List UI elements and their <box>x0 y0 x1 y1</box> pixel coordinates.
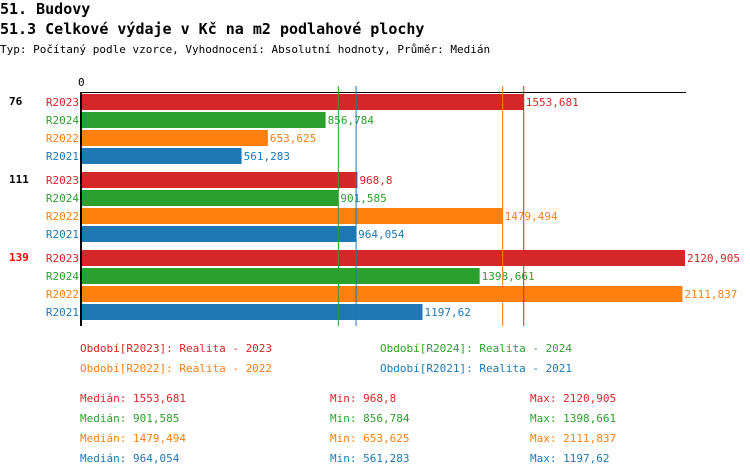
bar-value-label: 1398,661 <box>482 270 535 283</box>
bar <box>82 226 357 242</box>
bar <box>82 250 685 266</box>
group-label: 76 <box>9 95 23 108</box>
stat-min: Min: 968,8 <box>330 392 396 405</box>
stat-min: Min: 653,625 <box>330 432 409 445</box>
bar <box>82 286 683 302</box>
stat-min: Min: 561,283 <box>330 452 409 465</box>
bar-value-label: 2111,837 <box>684 288 737 301</box>
bar-series-label: R2022 <box>46 288 79 301</box>
bar <box>82 130 268 146</box>
bar-series-label: R2023 <box>46 252 79 265</box>
legend-item: Období[R2024]: Realita - 2024 <box>380 342 572 355</box>
bar <box>82 172 358 188</box>
bar-series-label: R2021 <box>46 306 79 319</box>
legend-item: Období[R2023]: Realita - 2023 <box>80 342 272 355</box>
bar-value-label: 1553,681 <box>526 96 579 109</box>
stat-max: Max: 1197,62 <box>530 452 609 465</box>
bar <box>82 112 326 128</box>
group-label: 139 <box>9 251 29 264</box>
bar-series-label: R2022 <box>46 210 79 223</box>
stat-min: Min: 856,784 <box>330 412 410 425</box>
bar <box>82 148 242 164</box>
bar-value-label: 964,054 <box>358 228 405 241</box>
bar-value-label: 2120,905 <box>687 252 740 265</box>
bar <box>82 304 423 320</box>
stat-median: Medián: 1553,681 <box>80 392 186 405</box>
group-label: 111 <box>9 173 29 186</box>
bar-series-label: R2023 <box>46 96 79 109</box>
stat-max: Max: 1398,661 <box>530 412 616 425</box>
legend-item: Období[R2022]: Realita - 2022 <box>80 362 272 375</box>
stat-median: Medián: 1479,494 <box>80 432 186 445</box>
bar <box>82 268 480 284</box>
bar-value-label: 968,8 <box>359 174 392 187</box>
bar <box>82 208 503 224</box>
stat-max: Max: 2111,837 <box>530 432 616 445</box>
bar <box>82 190 339 206</box>
bar-series-label: R2024 <box>46 114 79 127</box>
page-title: 51.3 Celkové výdaje v Kč na m2 podlahové… <box>0 20 425 38</box>
bar-series-label: R2021 <box>46 150 79 163</box>
legend-item: Období[R2021]: Realita - 2021 <box>380 362 572 375</box>
bar-value-label: 856,784 <box>328 114 375 127</box>
bar-value-label: 653,625 <box>270 132 316 145</box>
bar-value-label: 901,585 <box>340 192 386 205</box>
bar-series-label: R2023 <box>46 174 79 187</box>
bar-value-label: 561,283 <box>244 150 290 163</box>
x-tick-label: 0 <box>78 76 85 89</box>
bar-series-label: R2022 <box>46 132 79 145</box>
bar <box>82 94 524 110</box>
bar-series-label: R2024 <box>46 192 79 205</box>
subtitle: Typ: Počítaný podle vzorce, Vyhodnocení:… <box>0 43 491 56</box>
bar-series-label: R2024 <box>46 270 79 283</box>
stat-median: Medián: 964,054 <box>80 452 180 465</box>
bar-value-label: 1479,494 <box>505 210 558 223</box>
bar-value-label: 1197,62 <box>424 306 470 319</box>
stat-max: Max: 2120,905 <box>530 392 616 405</box>
stat-median: Medián: 901,585 <box>80 412 179 425</box>
bar-series-label: R2021 <box>46 228 79 241</box>
section-title: 51. Budovy <box>0 0 91 18</box>
